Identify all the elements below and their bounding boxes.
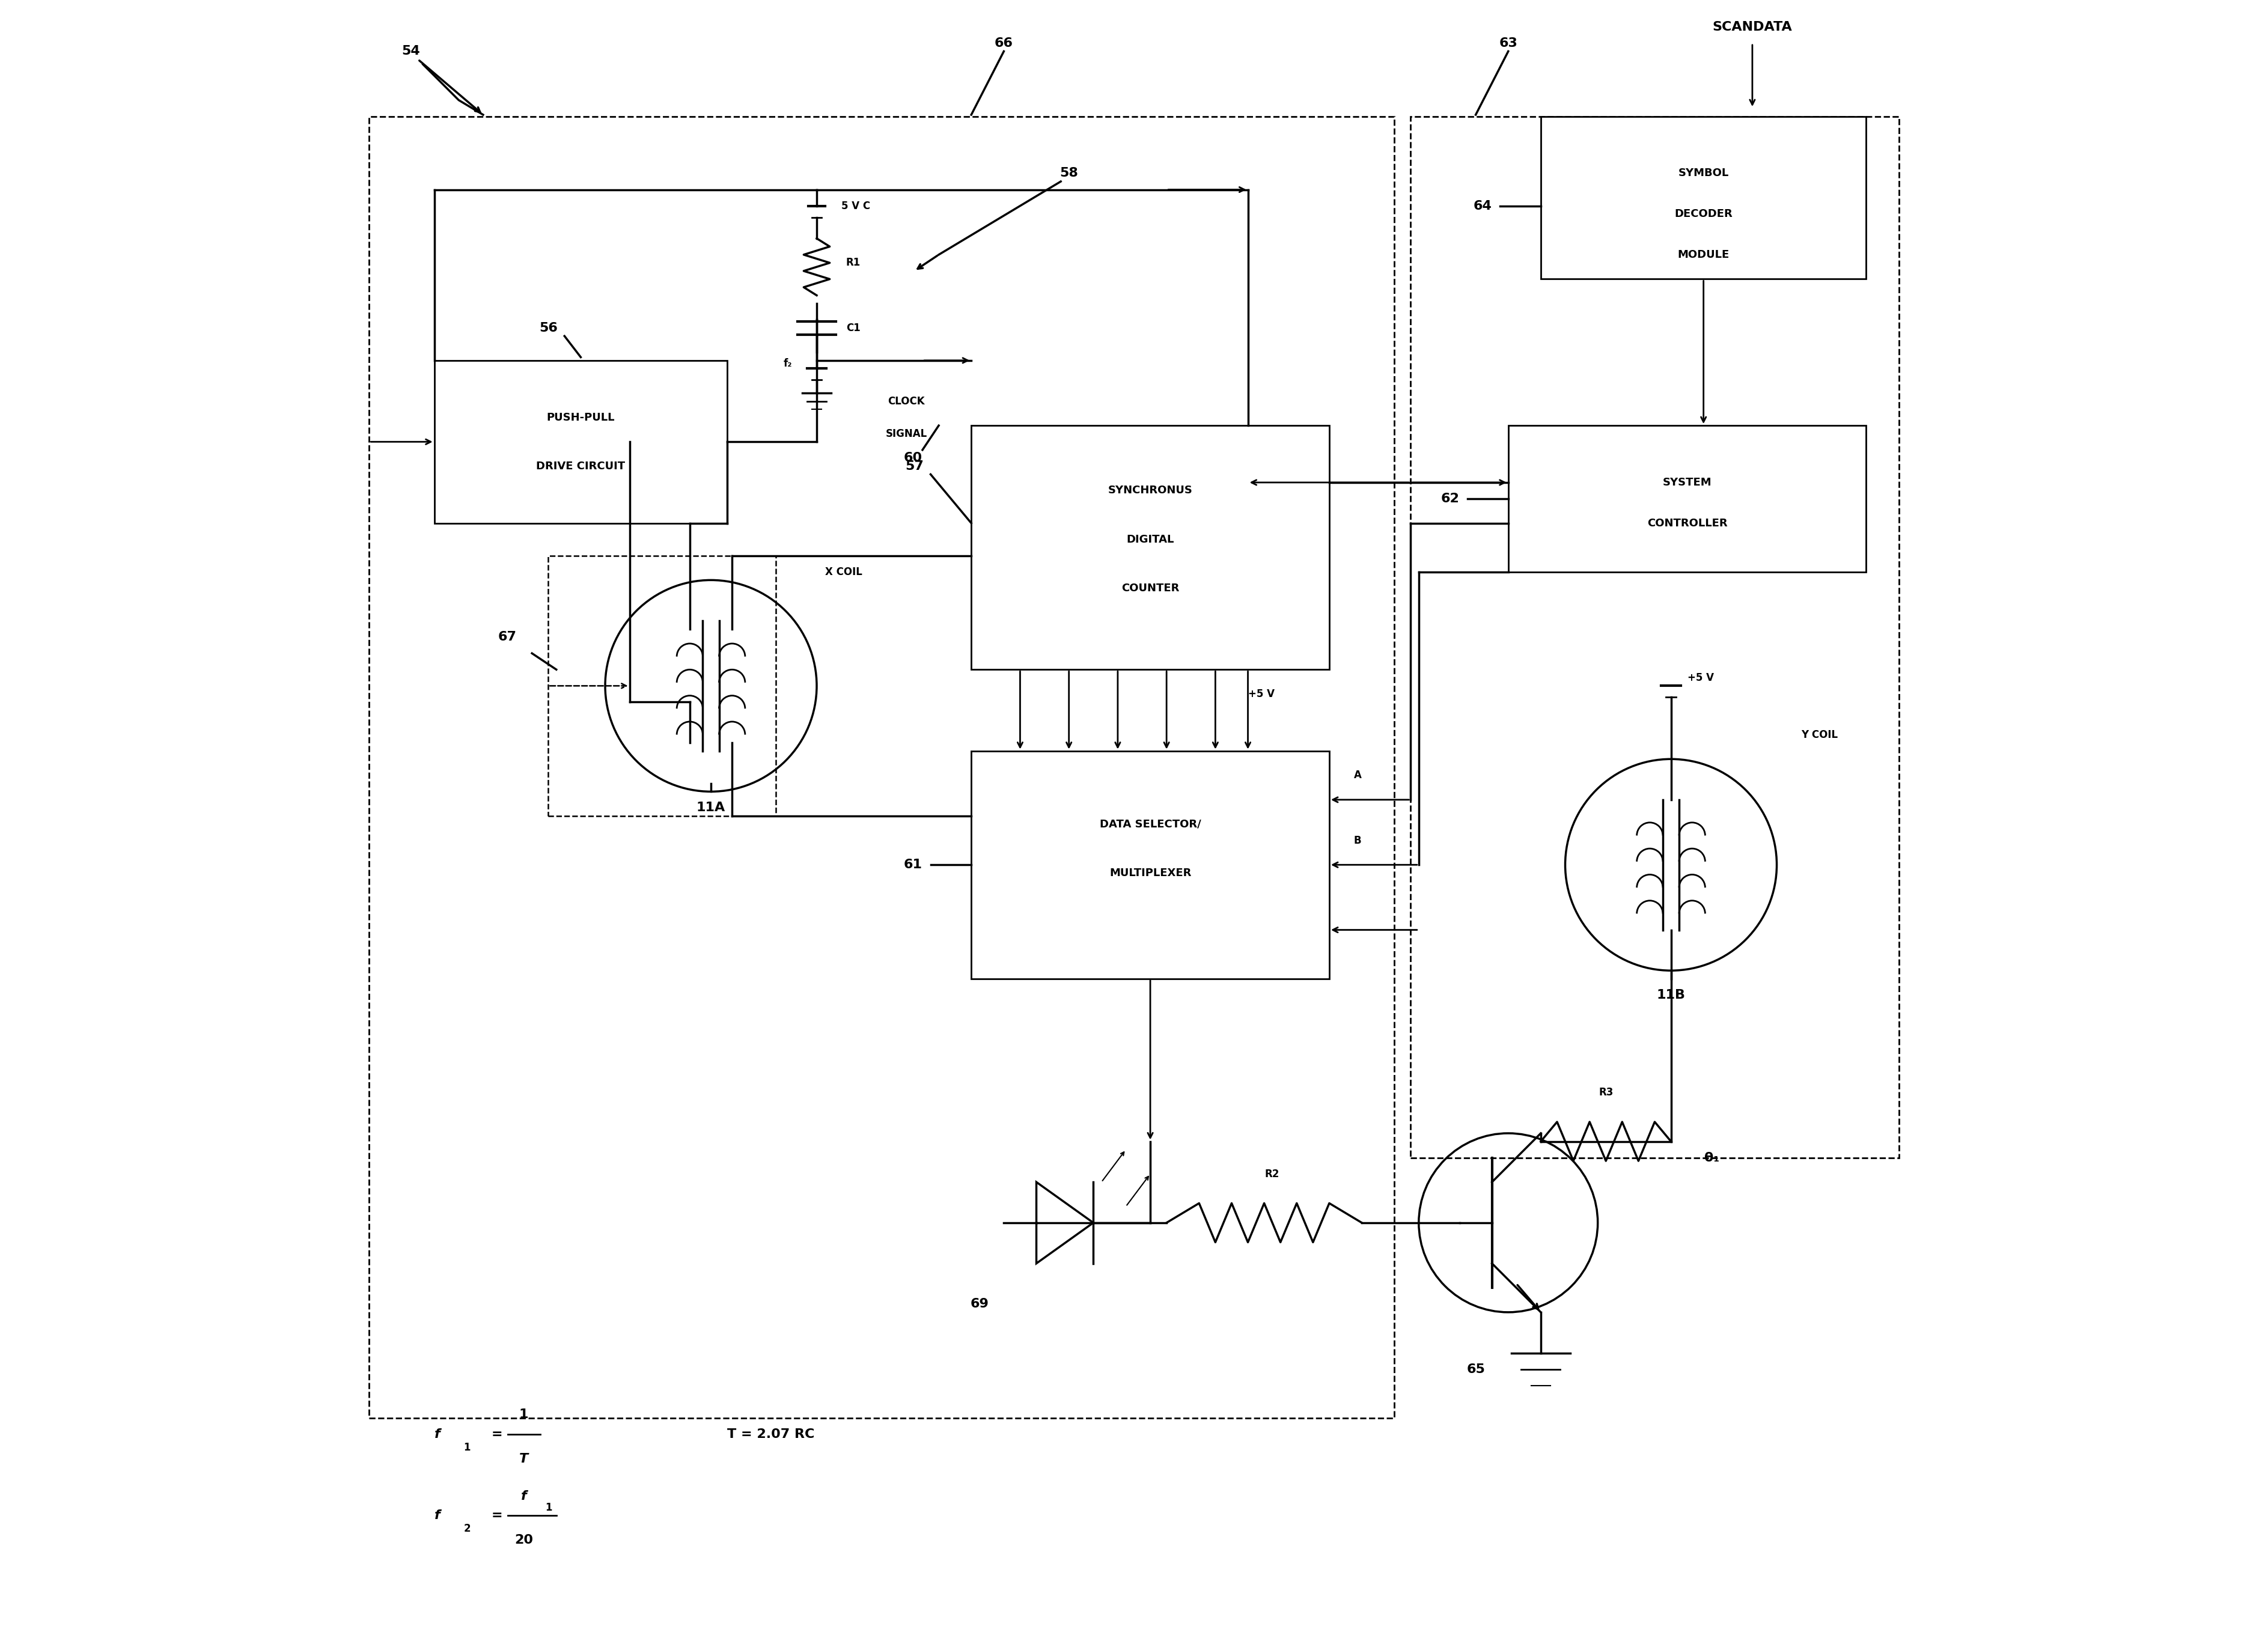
Text: 61: 61 [905,858,923,871]
Text: 54: 54 [401,46,420,57]
Text: 64: 64 [1474,199,1492,212]
Text: θ₁: θ₁ [1703,1152,1719,1164]
Text: 1: 1 [463,1441,469,1452]
Text: R3: R3 [1599,1087,1613,1098]
Text: 20: 20 [515,1534,533,1546]
Text: T = 2.07 RC: T = 2.07 RC [728,1428,814,1441]
Bar [971,426,1329,669]
Text: SCANDATA: SCANDATA [1712,21,1792,33]
Bar [549,555,776,816]
Text: f: f [522,1490,526,1501]
Text: DIGITAL: DIGITAL [1127,534,1175,545]
Text: DATA SELECTOR/: DATA SELECTOR/ [1100,819,1202,829]
Bar [1508,426,1867,571]
Text: MULTIPLEXER: MULTIPLEXER [1109,868,1191,878]
Text: T: T [519,1452,528,1464]
Text: +5 V: +5 V [1247,689,1275,700]
Text: 2: 2 [463,1523,469,1534]
Text: =: = [492,1510,503,1521]
Text: +5 V: +5 V [1687,672,1715,684]
Text: 57: 57 [905,460,923,472]
Text: 1: 1 [519,1408,528,1421]
Bar [370,116,1395,1418]
Text: 11A: 11A [696,801,726,814]
Text: f₂: f₂ [782,359,792,369]
Text: =: = [492,1428,503,1441]
Text: 1: 1 [544,1501,551,1513]
Bar [433,361,728,524]
Text: SYMBOL: SYMBOL [1678,168,1728,180]
Text: A: A [1354,770,1361,780]
Text: R2: R2 [1266,1169,1279,1180]
Text: DRIVE CIRCUIT: DRIVE CIRCUIT [535,460,626,472]
Text: 5 V C: 5 V C [841,201,871,211]
Text: C1: C1 [846,323,860,333]
Text: 65: 65 [1467,1363,1486,1376]
Text: 63: 63 [1499,38,1517,49]
Text: f: f [433,1510,440,1521]
Bar [1411,116,1898,1157]
Text: 11B: 11B [1656,989,1685,1000]
Text: 62: 62 [1440,493,1458,504]
Text: 58: 58 [1059,168,1077,180]
Text: 56: 56 [540,322,558,335]
Text: Y COIL: Y COIL [1801,730,1837,739]
Text: COUNTER: COUNTER [1120,583,1179,594]
Text: 69: 69 [971,1297,989,1310]
Text: R1: R1 [846,258,860,268]
Text: SYSTEM: SYSTEM [1662,477,1712,488]
Text: f: f [433,1428,440,1441]
Text: DECODER: DECODER [1674,209,1733,219]
Text: X COIL: X COIL [826,566,862,578]
Text: B: B [1354,836,1361,845]
Text: SIGNAL: SIGNAL [885,428,928,439]
Bar [1540,116,1867,279]
Text: 66: 66 [993,38,1014,49]
Bar [971,751,1329,979]
Text: SYNCHRONUS: SYNCHRONUS [1109,485,1193,496]
Text: CLOCK: CLOCK [887,395,925,406]
Text: CONTROLLER: CONTROLLER [1647,517,1728,529]
Text: MODULE: MODULE [1678,250,1730,259]
Text: PUSH-PULL: PUSH-PULL [547,411,615,423]
Text: 67: 67 [499,632,517,643]
Text: 60: 60 [903,452,923,463]
